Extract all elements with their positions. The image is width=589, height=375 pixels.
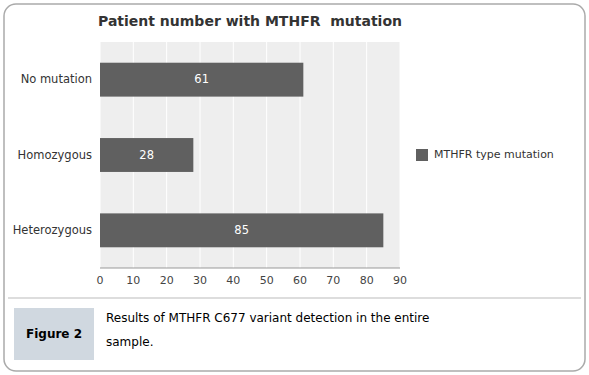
grid-line (400, 42, 401, 268)
data-label: 61 (194, 72, 209, 86)
tick-label: 70 (326, 274, 340, 287)
chart: Patient number with MTHFR mutation 0 10 20 3… (0, 0, 589, 375)
figure-label-box (14, 308, 94, 360)
tick-label: 20 (160, 274, 174, 287)
tick-label: 90 (393, 274, 407, 287)
bar (100, 138, 193, 172)
x-axis-line (100, 268, 400, 269)
caption-text: sample. (106, 335, 153, 349)
figure-label: Figure 2 (26, 327, 82, 341)
category-label: No mutation (21, 72, 92, 86)
legend-label: MTHFR type mutation (434, 148, 554, 161)
category-label: Homozygous (18, 148, 92, 162)
tick-label: 50 (260, 274, 274, 287)
data-label: 28 (139, 148, 154, 162)
figure-border (4, 4, 585, 371)
plot-background (100, 42, 400, 268)
title: Patient number with MTHFR mutation (98, 13, 402, 29)
caption-text: Results of MTHFR C677 variant detection … (106, 311, 429, 325)
tick-label: 60 (293, 274, 307, 287)
bars (100, 63, 383, 248)
tick-label: 80 (360, 274, 374, 287)
tick-label: 30 (193, 274, 207, 287)
bar (100, 213, 383, 247)
tick-label: 40 (226, 274, 240, 287)
tick-label: 10 (126, 274, 140, 287)
category-label: Heterozygous (13, 223, 92, 237)
bar (100, 63, 303, 97)
legend-swatch (416, 149, 428, 161)
caption-divider (8, 298, 581, 299)
data-label: 85 (234, 223, 249, 237)
tick-label: 0 (97, 274, 104, 287)
